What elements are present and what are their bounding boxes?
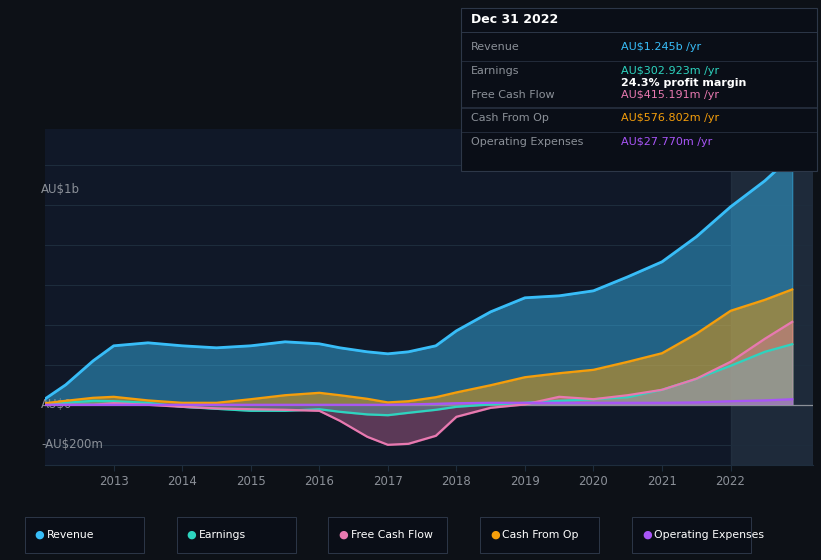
- Text: Free Cash Flow: Free Cash Flow: [471, 90, 555, 100]
- Text: Revenue: Revenue: [471, 42, 520, 52]
- Text: Operating Expenses: Operating Expenses: [471, 137, 584, 147]
- Text: AU$0: AU$0: [41, 398, 73, 411]
- Text: Earnings: Earnings: [199, 530, 245, 540]
- Text: ●: ●: [34, 530, 44, 540]
- Text: ●: ●: [186, 530, 196, 540]
- Text: Revenue: Revenue: [47, 530, 94, 540]
- Text: AU$1b: AU$1b: [41, 184, 80, 197]
- Text: Cash From Op: Cash From Op: [502, 530, 579, 540]
- Text: AU$1.245b /yr: AU$1.245b /yr: [621, 42, 702, 52]
- Text: Dec 31 2022: Dec 31 2022: [471, 13, 558, 26]
- Text: Operating Expenses: Operating Expenses: [654, 530, 764, 540]
- Bar: [731, 129, 813, 465]
- Text: ●: ●: [642, 530, 652, 540]
- Text: AU$27.770m /yr: AU$27.770m /yr: [621, 137, 713, 147]
- Text: ●: ●: [490, 530, 500, 540]
- Text: Earnings: Earnings: [471, 66, 520, 76]
- Text: 24.3% profit margin: 24.3% profit margin: [621, 78, 747, 88]
- Text: Cash From Op: Cash From Op: [471, 113, 549, 123]
- Text: Free Cash Flow: Free Cash Flow: [351, 530, 433, 540]
- Text: AU$302.923m /yr: AU$302.923m /yr: [621, 66, 720, 76]
- Text: AU$576.802m /yr: AU$576.802m /yr: [621, 113, 720, 123]
- Text: -AU$200m: -AU$200m: [41, 438, 103, 451]
- Text: ●: ●: [338, 530, 348, 540]
- Text: AU$415.191m /yr: AU$415.191m /yr: [621, 90, 719, 100]
